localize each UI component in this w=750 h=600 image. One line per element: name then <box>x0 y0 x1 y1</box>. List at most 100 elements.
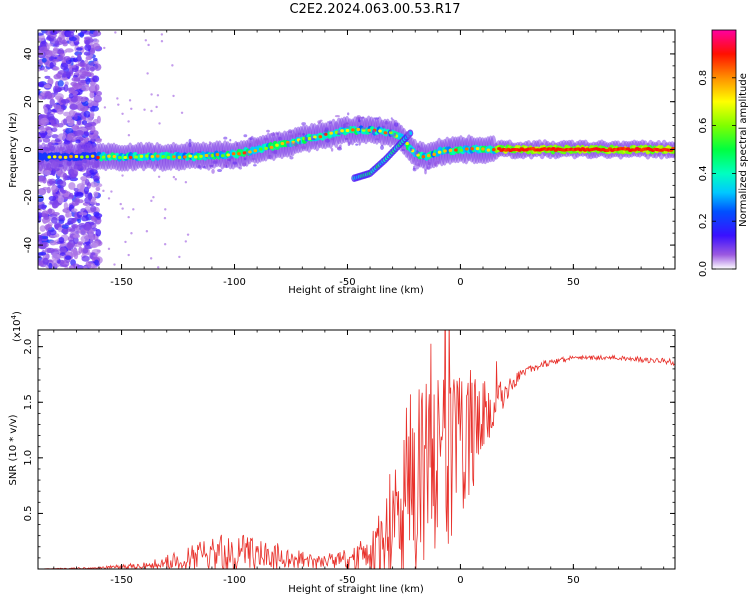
heat-speckle-cell <box>197 165 202 169</box>
heat-speckle-cell <box>188 138 192 144</box>
heat-peak-cell <box>80 155 84 159</box>
heat-speckle-cell <box>301 122 306 126</box>
heat-speckle-cell <box>289 134 294 138</box>
heat-noise-cell <box>39 225 46 232</box>
heat-noise-cell <box>81 255 90 262</box>
heat-peak-cell <box>275 143 279 147</box>
x-tick-label: 0 <box>457 575 463 586</box>
heat-noise-cell <box>46 230 51 237</box>
snr-scale-exponent: 4 <box>10 314 18 319</box>
heat-peak-cell <box>123 155 127 160</box>
heat-noise-cell <box>59 246 67 255</box>
heat-speckle-cell <box>286 142 290 148</box>
heat-peak-cell <box>448 148 453 152</box>
x-tick-label: -100 <box>223 277 246 288</box>
heat-noise-cell <box>42 219 47 224</box>
heat-noise-cell <box>94 259 99 266</box>
heat-noise-cell <box>61 224 69 229</box>
heat-noise-cell <box>40 132 46 139</box>
heat-noise-cell <box>52 46 58 55</box>
y-tick-label: 40 <box>23 48 34 61</box>
heat-noise-cell <box>39 46 48 53</box>
heat-noise-cell <box>87 99 94 108</box>
heat-noise-cell <box>50 127 58 133</box>
heat-noise-cell <box>38 234 43 242</box>
heat-peak-cell <box>486 148 491 152</box>
heat-noise-cell <box>85 178 90 186</box>
heat-noise-cell <box>44 75 51 80</box>
heat-noise-cell <box>80 228 87 236</box>
heat-speckle-cell <box>209 164 214 167</box>
colorbar-tick-label: 0.0 <box>698 261 709 277</box>
heat-noise-cell <box>68 64 73 70</box>
heat-noise-cell <box>163 216 167 220</box>
heat-noise-cell <box>172 175 176 179</box>
y-tick-label: 0 <box>23 146 34 152</box>
heat-noise-cell <box>71 208 78 213</box>
heat-noise-cell <box>145 230 149 233</box>
heat-noise-cell <box>95 202 100 206</box>
heat-noise-cell <box>84 123 93 128</box>
heat-noise-cell <box>75 224 81 232</box>
heat-speckle-cell <box>297 132 302 136</box>
heat-peak-cell <box>128 155 133 160</box>
heat-noise-cell <box>62 228 69 235</box>
heat-peak-cell <box>329 131 334 135</box>
heat-speckle-cell <box>211 168 215 174</box>
heat-noise-cell <box>75 47 83 51</box>
heat-peak-cell <box>47 155 52 159</box>
heat-noise-cell <box>146 72 149 75</box>
heat-speckle-cell <box>345 126 351 129</box>
heat-noise-cell <box>52 66 60 71</box>
heat-noise-cell <box>116 97 119 100</box>
heat-speckle-cell <box>249 142 252 147</box>
snr-series-line <box>38 330 675 569</box>
heat-speckle-cell <box>245 151 249 157</box>
heat-speckle-cell <box>336 146 342 150</box>
heat-speckle-cell <box>304 136 309 142</box>
heat-speckle-cell <box>232 161 238 165</box>
heat-noise-cell <box>51 253 60 261</box>
heat-noise-cell <box>144 39 148 42</box>
heat-noise-cell <box>90 91 95 98</box>
heat-noise-cell <box>180 111 184 115</box>
heat-noise-cell <box>158 122 161 125</box>
heat-noise-cell <box>65 127 74 135</box>
heat-noise-cell <box>82 248 89 254</box>
heat-peak-cell <box>199 154 203 158</box>
heat-noise-cell <box>61 39 68 45</box>
spectrogram-ylabel: Frequency (Hz) <box>8 112 19 188</box>
heat-noise-cell <box>53 74 61 80</box>
heat-speckle-cell <box>395 147 400 150</box>
heat-peak-cell <box>356 127 361 132</box>
heat-noise-cell <box>92 101 99 106</box>
heat-peak-cell <box>443 149 447 153</box>
heat-noise-cell <box>81 215 89 222</box>
heat-noise-cell <box>94 84 100 92</box>
heat-noise-cell <box>63 202 69 210</box>
heat-noise-cell <box>174 178 177 181</box>
heat-noise-cell <box>63 56 71 61</box>
heat-noise-cell <box>128 99 132 102</box>
heat-noise-cell <box>93 211 100 217</box>
heat-noise-cell <box>68 36 77 42</box>
heat-noise-cell <box>84 197 91 204</box>
heat-noise-cell <box>124 240 127 244</box>
heat-noise-cell <box>52 58 60 63</box>
heat-speckle-cell <box>266 129 270 133</box>
heat-peak-cell <box>231 152 236 156</box>
heat-noise-cell <box>75 139 81 144</box>
heat-speckle-cell <box>263 137 269 141</box>
heat-noise-cell <box>150 93 153 96</box>
heat-noise-cell <box>103 46 106 50</box>
heat-noise-cell <box>54 40 60 48</box>
heat-speckle-cell <box>243 134 248 138</box>
heat-noise-cell <box>38 175 46 183</box>
heat-speckle-cell <box>414 151 418 156</box>
heat-peak-cell <box>96 155 100 160</box>
colorbar-tick-label: 0.2 <box>698 213 709 229</box>
x-tick-label: -50 <box>339 277 355 288</box>
heat-noise-cell <box>85 261 92 267</box>
heat-speckle-cell <box>384 121 389 125</box>
heat-speckle-cell <box>271 150 277 154</box>
